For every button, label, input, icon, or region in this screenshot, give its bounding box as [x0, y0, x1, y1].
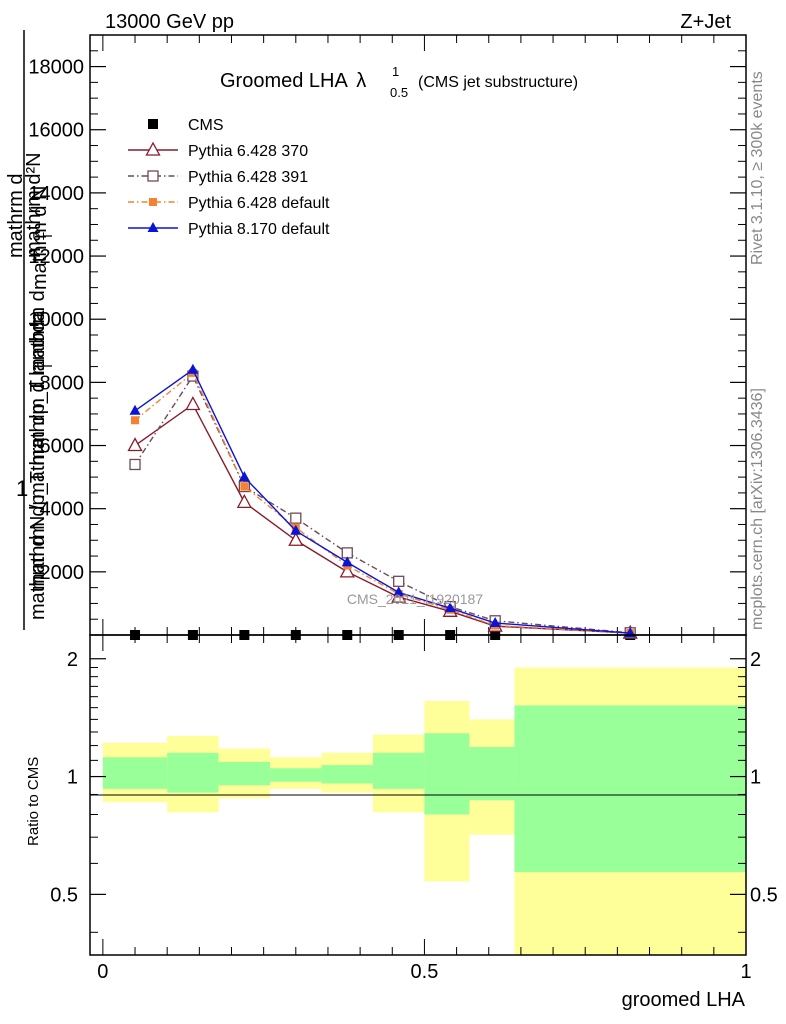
- title-lambda: λ: [356, 70, 366, 92]
- series-point: [288, 531, 304, 546]
- legend-label: Pythia 8.170 default: [188, 221, 330, 238]
- series-point: [129, 404, 141, 415]
- legend: CMS Pythia 6.428 370 Pythia 6.428 391 Pythi…: [128, 117, 330, 238]
- main-ytick-label: 2000: [40, 562, 85, 584]
- svg-text:Groomed LHA λ: Groomed LHA λ: [220, 70, 366, 92]
- main-ytick-label: 16000: [28, 120, 84, 142]
- ratio-bands: [102, 667, 746, 955]
- ylabel-line-4: mathrm d N / mathrm dp_T mathrm d: [27, 290, 49, 620]
- series-point: [187, 363, 199, 374]
- ratio-frame: [89, 634, 747, 956]
- ratio-ytick-label-right: 0.5: [750, 884, 778, 906]
- ratio-xtick-label: 0: [97, 961, 108, 983]
- legend-item-3: Pythia 6.428 default: [128, 195, 330, 212]
- ratio-xtick-label: 1: [740, 961, 751, 983]
- series-point: [489, 617, 501, 627]
- legend-label: Pythia 6.428 391: [188, 169, 308, 186]
- legend-marker: [149, 198, 157, 206]
- ratio-ytick-label: 1: [67, 767, 78, 789]
- title-sup: 1: [392, 64, 399, 79]
- ratio-ytick-label: 2: [67, 649, 78, 671]
- main-ytick-label: 4000: [40, 499, 85, 521]
- ratio-ylabel: Ratio to CMS: [25, 757, 42, 846]
- ratio-ytick-label-right: 1: [750, 767, 761, 789]
- series-point: [339, 563, 355, 578]
- series-point: [393, 586, 405, 597]
- plot-title: Groomed LHA λ 1 0.5 (CMS jet substructur…: [220, 64, 578, 100]
- ylabel-sub-1: T: [40, 232, 55, 240]
- ylabel-line-5: mathrm d N: [29, 186, 51, 290]
- ratio-band-inner: [514, 705, 746, 873]
- title-sub: 0.5: [390, 85, 408, 100]
- ratio-xtick-label: 0.5: [411, 961, 439, 983]
- ratio-ticks: 0.5 0.5 1 1 2 2 0 0.5 1: [50, 635, 778, 983]
- legend-label: Pythia 6.428 370: [188, 143, 308, 160]
- legend-item-4: Pythia 8.170 default: [128, 221, 330, 238]
- series-point: [290, 512, 302, 524]
- ratio-ytick-label: 0.5: [50, 884, 78, 906]
- ylabel-line-2: mathrm dp_T mathrm d lambda: [27, 309, 49, 590]
- legend-label: CMS: [188, 117, 224, 134]
- series-point: [444, 602, 456, 613]
- title-note: (CMS jet substructure): [418, 74, 578, 91]
- series-point: [129, 458, 141, 471]
- legend-marker: [148, 119, 158, 129]
- series-point: [393, 575, 405, 587]
- main-panel: 2000 4000 6000 8000 10000 12000 14000 16000 1800…: [28, 34, 747, 640]
- main-ytick-label: 10000: [28, 309, 84, 331]
- ylabel-prefix: 1: [16, 476, 28, 501]
- series-point: [185, 396, 201, 411]
- ratio-band-inner: [372, 752, 425, 789]
- header-right: Z+Jet: [680, 11, 731, 33]
- main-ytick-label: 14000: [28, 183, 84, 205]
- series-point: [131, 416, 140, 425]
- main-ytick-label: 6000: [40, 436, 85, 458]
- x-axis-label: groomed LHA: [622, 989, 746, 1011]
- ratio-panel: 0.5 0.5 1 1 2 2 0 0.5 1: [50, 634, 778, 983]
- legend-item-2: Pythia 6.428 391: [128, 169, 308, 186]
- legend-item-1: Pythia 6.428 370: [128, 141, 308, 160]
- legend-marker: [147, 170, 159, 182]
- ratio-band-inner: [218, 761, 271, 786]
- main-ytick-label: 12000: [28, 246, 84, 268]
- series-point: [238, 471, 250, 482]
- ylabel-line-3: mathrm d: [5, 174, 27, 258]
- watermark: CMS_2021_I1920187: [347, 591, 483, 607]
- ratio-band-inner: [102, 757, 168, 789]
- series-point: [240, 482, 249, 491]
- ratio-band-inner: [167, 752, 219, 793]
- ratio-band-inner: [321, 765, 373, 784]
- series-point: [127, 437, 143, 452]
- legend-marker: [147, 222, 159, 232]
- header-left: 13000 GeV pp: [105, 11, 234, 33]
- series-point: [236, 494, 252, 509]
- ylabel-line-1: mathrm d²N: [23, 152, 45, 258]
- main-ytick-label: 18000: [28, 57, 84, 79]
- legend-label: Pythia 6.428 default: [188, 195, 330, 212]
- main-ylabel: 1 mathrm d²N mathrm dp_T mathrm d lambda…: [5, 30, 55, 630]
- ratio-ytick-label-right: 2: [750, 649, 761, 671]
- ratio-band-inner: [270, 768, 322, 782]
- main-ytick-label: 8000: [40, 372, 85, 394]
- series-point: [290, 524, 302, 535]
- mcplots-label: mcplots.cern.ch [arXiv:1306.3436]: [749, 388, 766, 630]
- series-point: [341, 556, 353, 567]
- ylabel-sub-2: T: [40, 362, 55, 370]
- ratio-band-inner: [424, 733, 470, 815]
- legend-marker: [145, 141, 161, 156]
- ratio-band-inner: [469, 747, 515, 801]
- main-ticks: 2000 4000 6000 8000 10000 12000 14000 16000 1800…: [28, 35, 747, 635]
- title-main: Groomed LHA: [220, 70, 348, 92]
- rivet-label: Rivet 3.1.10, ≥ 300k events: [749, 71, 766, 265]
- legend-item-0: CMS: [148, 117, 224, 134]
